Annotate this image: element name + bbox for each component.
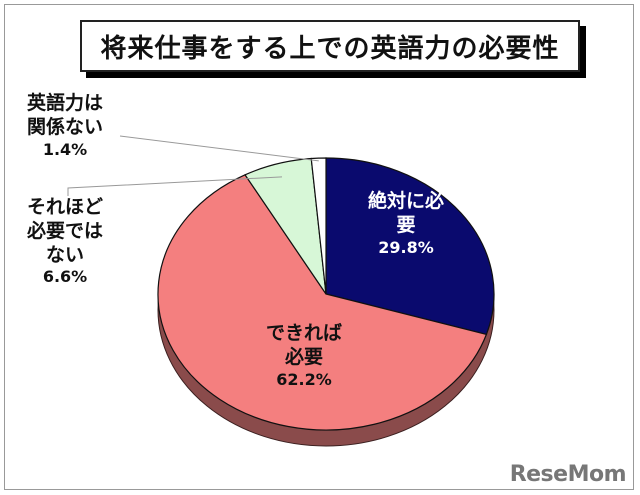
slice-label-line: できれば xyxy=(265,322,342,344)
slice-label-line: 英語力は xyxy=(26,92,103,114)
leader-line-unrelated xyxy=(119,135,319,162)
slice-label-line: 要 xyxy=(396,213,416,236)
watermark-logo: ReseMom xyxy=(509,462,627,487)
slice-value: 62.2% xyxy=(276,369,332,389)
leader-line-not-so-necessary xyxy=(67,176,283,196)
slice-label-line: 必要 xyxy=(284,345,323,368)
slice-value: 29.8% xyxy=(378,237,434,257)
pie-slice-absolutely-necessary xyxy=(325,157,495,336)
slice-label-line: ない xyxy=(45,243,84,266)
slice-label-unrelated: 英語力は 関係ない 1.4% xyxy=(14,92,116,160)
slice-label-absolutely-necessary: 絶対に必 要 29.8% xyxy=(350,190,462,258)
slice-value: 1.4% xyxy=(42,139,88,159)
pie-slice-unrelated xyxy=(310,157,327,295)
slice-label-line: 必要では xyxy=(26,219,103,242)
slice-label-if-possible-necessary: できれば 必要 62.2% xyxy=(244,322,364,390)
slice-label-not-so-necessary: それほど 必要では ない 6.6% xyxy=(14,196,116,287)
slice-value: 6.6% xyxy=(42,267,88,287)
pie-slice-if-possible-necessary xyxy=(157,174,488,431)
slice-label-line: 絶対に必 xyxy=(367,190,444,212)
slice-label-line: それほど xyxy=(26,196,103,218)
chart-title: 将来仕事をする上での英語力の必要性 xyxy=(80,20,580,72)
slice-label-line: 関係ない xyxy=(26,115,103,138)
